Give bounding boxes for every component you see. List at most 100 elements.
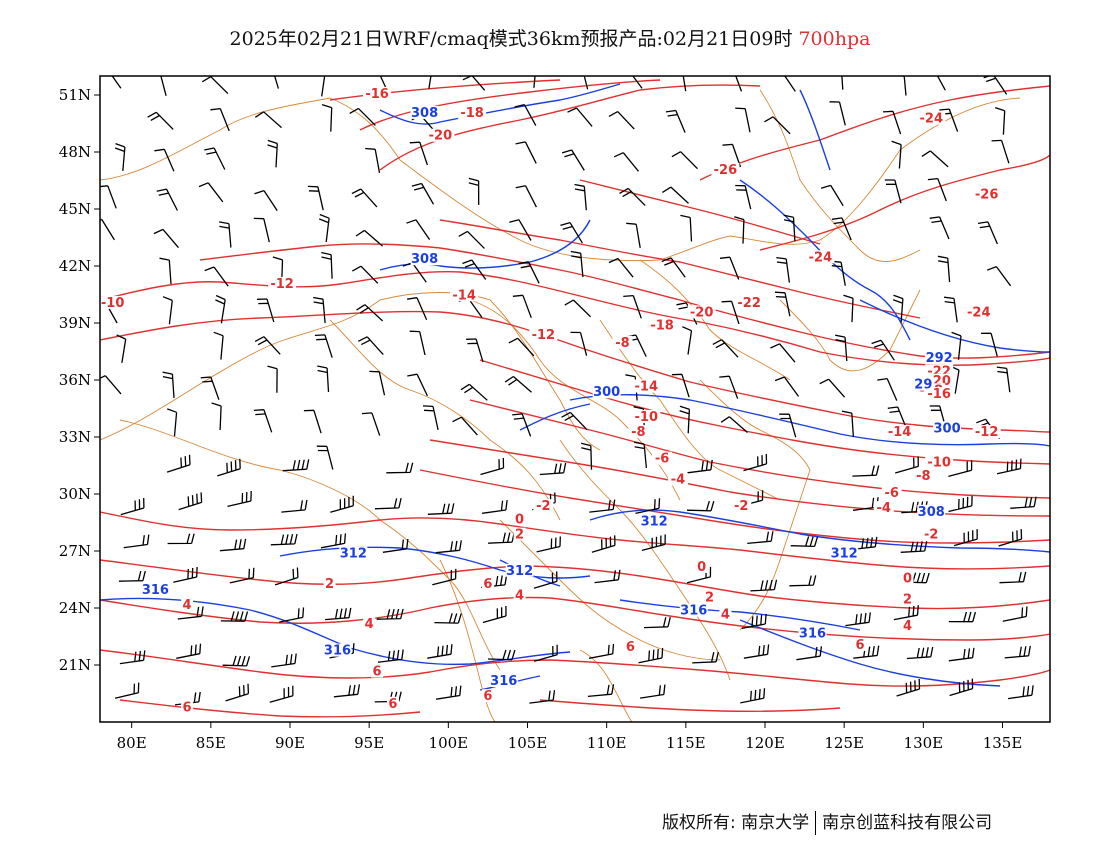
x-tick-label: 130E: [904, 734, 944, 752]
temperature-label: -6: [884, 486, 898, 501]
temperature-label-bg: [695, 560, 708, 573]
wind-barb: [623, 294, 642, 319]
temperature-label: -14: [452, 288, 476, 303]
wind-barb: [671, 151, 698, 170]
x-tick-label: 90E: [275, 734, 305, 752]
wind-barb: [282, 459, 310, 472]
temperature-label: -8: [615, 336, 629, 351]
wind-barb: [632, 76, 643, 89]
wind-barb: [111, 76, 122, 89]
wind-barb: [998, 529, 1023, 547]
wind-barb: [740, 688, 766, 704]
province-boundaries: [100, 89, 1021, 722]
copyright-credit: 版权所有: 南京大学 南京创蓝科技有限公司: [662, 808, 992, 835]
wind-barb: [735, 184, 752, 210]
temperature-label-bg: [735, 295, 764, 309]
x-tick-label: 95E: [354, 734, 384, 752]
height-label-bg: [913, 377, 934, 391]
temperature-label-bg: [481, 577, 494, 591]
temperature-label-bg: [925, 455, 954, 469]
wind-barb: [218, 221, 232, 248]
wind-barb: [776, 256, 791, 283]
temperature-label: -20: [429, 129, 453, 144]
y-tick-label: 33N: [59, 428, 91, 446]
height-label-bg: [925, 351, 954, 364]
wind-barb: [981, 332, 998, 357]
wind-barb: [991, 139, 1010, 164]
wind-barb: [712, 339, 739, 358]
y-tick-label: 21N: [59, 656, 91, 674]
wind-barb: [884, 179, 902, 204]
title-main: 2025年02月21日WRF/cmaq模式36km预报产品:02月21日09时: [229, 28, 793, 50]
wind-barb: [567, 107, 593, 127]
temperature-label: 4: [903, 619, 912, 634]
wind-barb: [114, 142, 126, 171]
wind-barb: [177, 606, 204, 620]
wind-barb: [355, 229, 383, 247]
x-tick-label: 115E: [666, 734, 706, 752]
wind-barb: [459, 76, 486, 91]
height-label: 316: [490, 674, 517, 689]
wind-barb: [587, 684, 615, 698]
wind-barb: [176, 643, 202, 659]
wind-barb: [166, 408, 178, 437]
wind-barb: [351, 188, 378, 208]
wind-barb: [316, 445, 334, 470]
wind-barb: [719, 375, 739, 399]
temperature-label: 6: [373, 665, 382, 680]
temperature-label-bg: [513, 512, 526, 526]
wind-barb: [533, 76, 536, 88]
wind-barb: [267, 139, 278, 168]
temperature-contours: [100, 79, 1050, 718]
wind-barb: [330, 495, 354, 513]
x-tick-label: 100E: [429, 734, 469, 752]
wind-barb: [891, 140, 902, 169]
wind-barb: [356, 304, 384, 322]
wind-barb: [273, 76, 280, 89]
wind-barb: [574, 183, 587, 211]
temperature-label: -24: [967, 305, 991, 320]
wind-barb: [100, 218, 115, 241]
height-label-bg: [640, 514, 669, 528]
wind-barb: [747, 531, 774, 545]
wind-barb: [147, 111, 174, 130]
height-label-bg: [410, 252, 439, 266]
wind-barb: [564, 299, 592, 318]
wind-barb: [560, 221, 583, 244]
height-label: 316: [142, 583, 169, 598]
wind-barb: [895, 456, 919, 474]
wind-barb: [427, 503, 455, 515]
wind-barb: [539, 462, 567, 476]
wind-barb: [638, 647, 664, 664]
wind-barb: [434, 613, 462, 624]
temperature-label: 6: [483, 577, 492, 592]
wind-barb: [269, 685, 294, 703]
wind-barb: [488, 532, 515, 544]
y-tick-label: 51N: [59, 86, 91, 104]
wind-barb: [841, 410, 855, 438]
temperature-label-bg: [652, 451, 673, 465]
wind-barb: [626, 222, 641, 249]
wind-barb: [1008, 685, 1034, 700]
wind-barb: [899, 76, 907, 96]
y-tick-label: 24N: [59, 599, 91, 617]
wind-barb: [996, 458, 1022, 475]
wind-barb: [204, 147, 226, 170]
height-label: 308: [411, 106, 438, 121]
height-label: 312: [506, 564, 533, 579]
wind-barb: [116, 334, 127, 363]
wind-barb: [665, 109, 686, 133]
wind-barb: [774, 376, 800, 397]
wind-barb: [764, 116, 791, 135]
wind-barb: [460, 383, 488, 401]
wind-barb: [178, 492, 203, 511]
temperature-label: -22: [737, 296, 761, 311]
temperature-label-bg: [719, 607, 732, 621]
wind-barb: [487, 649, 516, 661]
temperature-label: 0: [697, 560, 706, 575]
wind-barb: [118, 570, 146, 582]
temperature-label: -10: [101, 296, 125, 311]
temperature-label: -4: [877, 501, 891, 516]
wind-barb: [422, 405, 439, 431]
wind-barb: [743, 453, 768, 472]
